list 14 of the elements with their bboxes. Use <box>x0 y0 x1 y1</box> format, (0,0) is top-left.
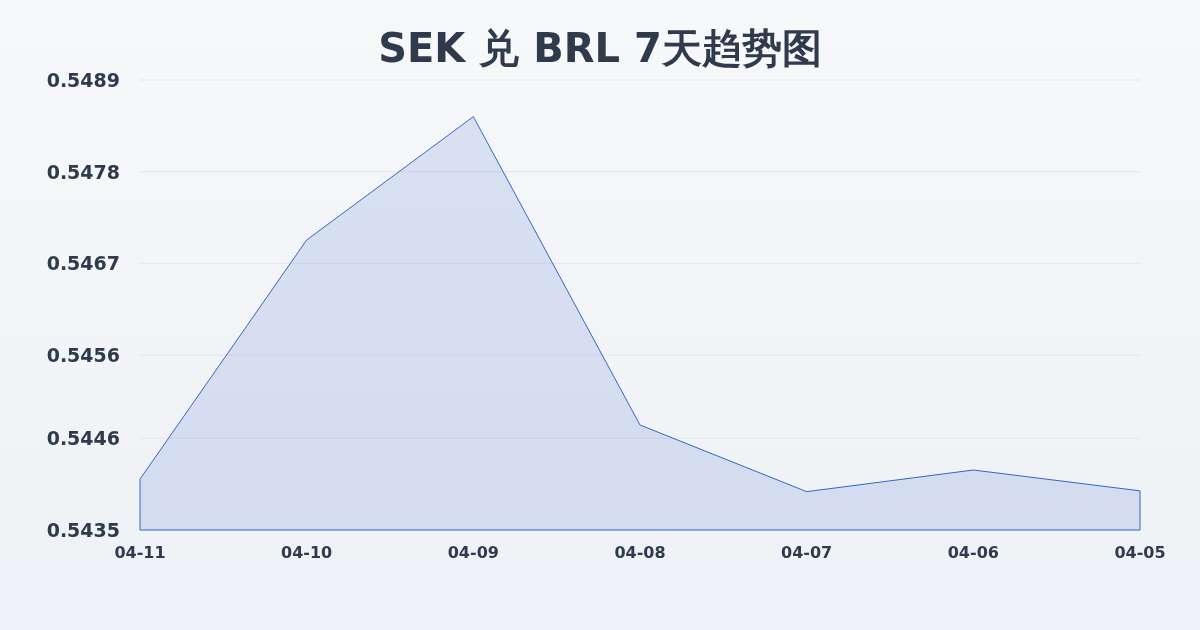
y-tick-label: 0.5456 <box>46 344 120 366</box>
x-tick-label: 04-10 <box>281 543 333 562</box>
y-tick-label: 0.5489 <box>46 69 120 91</box>
chart-title: SEK 兑 BRL 7天趋势图 <box>378 25 822 71</box>
y-tick-label: 0.5435 <box>46 519 120 541</box>
x-tick-label: 04-05 <box>1114 543 1166 562</box>
x-tick-label: 04-08 <box>614 543 666 562</box>
y-tick-label: 0.5446 <box>46 427 120 450</box>
x-tick-label: 04-06 <box>947 543 999 562</box>
y-tick-label: 0.5478 <box>46 160 120 183</box>
y-tick-label: 0.5467 <box>46 252 120 275</box>
x-tick-label: 04-11 <box>114 543 166 562</box>
x-tick-label: 04-09 <box>447 543 499 562</box>
x-tick-label: 04-07 <box>781 543 833 562</box>
